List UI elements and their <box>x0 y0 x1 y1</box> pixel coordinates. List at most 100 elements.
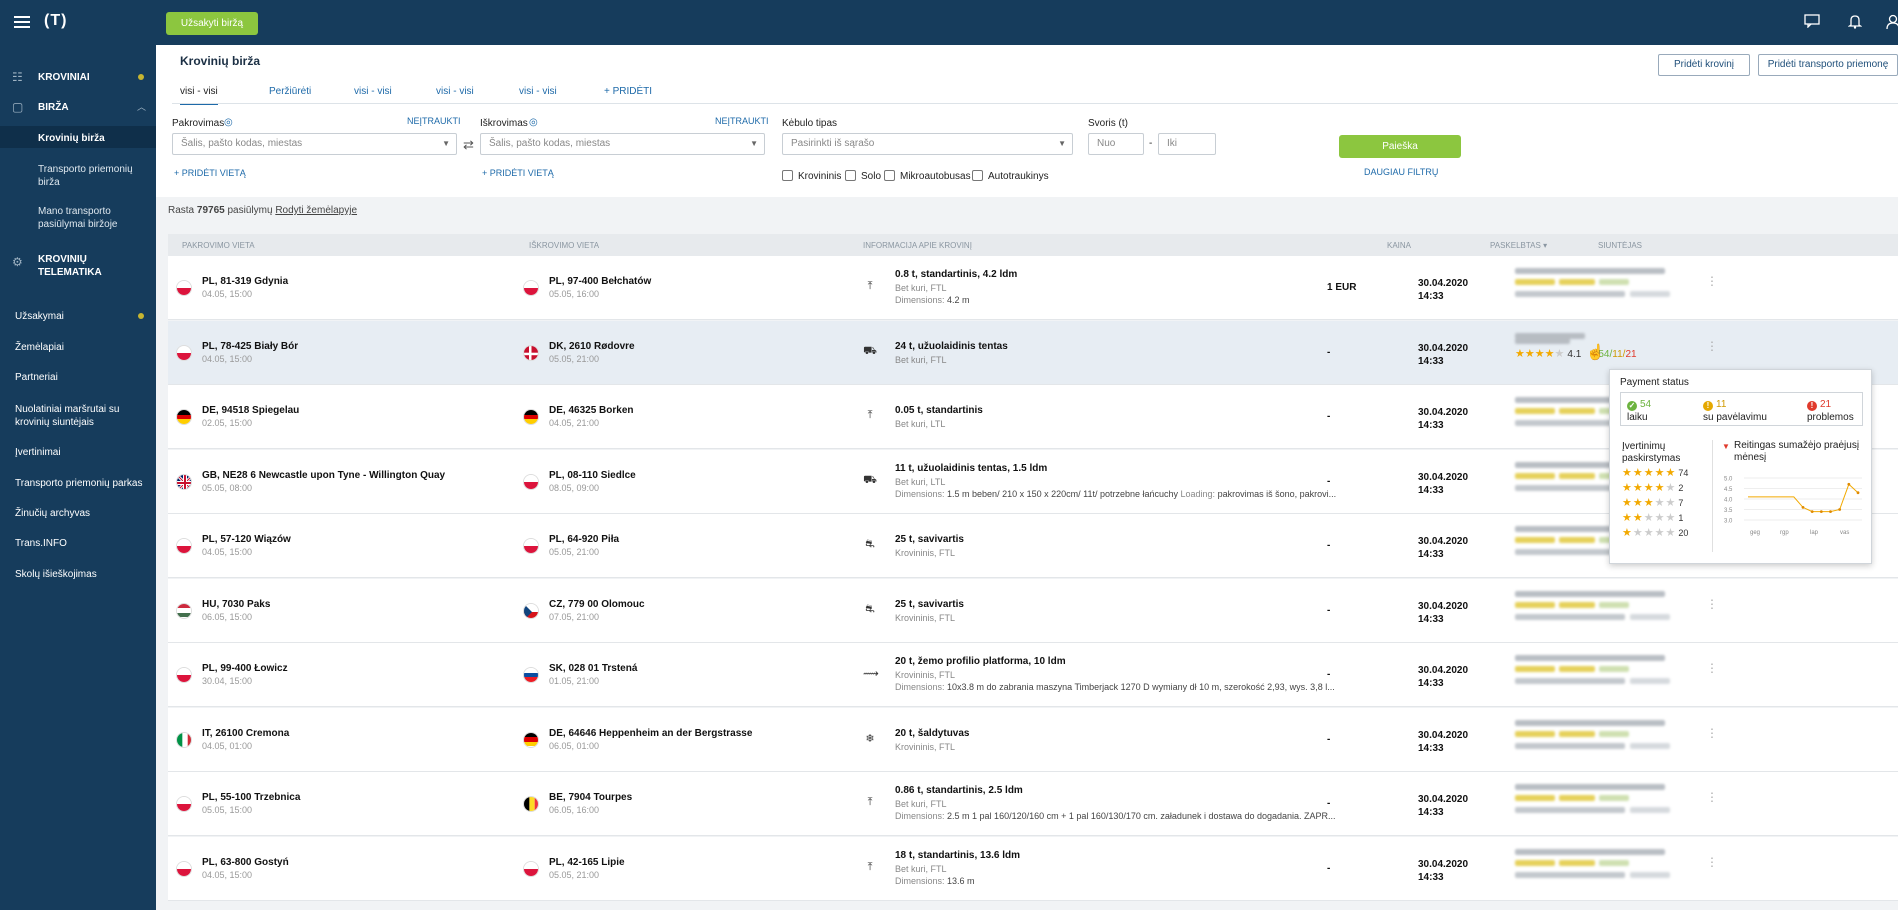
col-published[interactable]: PASKELBTAS ▾ <box>1490 241 1548 250</box>
tab-add[interactable]: + PRIDĖTI <box>604 86 653 97</box>
sidebar-item-regular-routes[interactable]: Nuolatiniai maršrutai su krovinių siuntė… <box>15 404 120 428</box>
body-type-select[interactable]: Pasirinkti iš sąrašo ▼ <box>782 133 1073 155</box>
loading-exclude-link[interactable]: NEĮTRAUKTI <box>407 116 461 126</box>
cargo-dimensions: Dimensions: 10x3.8 m do zabrania maszyna… <box>895 682 1335 692</box>
swap-icon[interactable]: ⇄ <box>463 137 474 152</box>
sidebar-item-partners[interactable]: Partneriai <box>15 372 58 383</box>
table-row[interactable]: IT, 26100 Cremona 04.05, 01:00 DE, 64646 H… <box>168 707 1898 772</box>
more-options-icon[interactable]: ⋮ <box>1706 854 1718 869</box>
show-on-map-link[interactable]: Rodyti žemėlapyje <box>275 205 358 216</box>
unloading-add-place-link[interactable]: + PRIDĖTI VIETĄ <box>482 168 554 178</box>
more-options-icon[interactable]: ⋮ <box>1706 274 1718 288</box>
distribution-row: ★★★★★ 2 <box>1622 482 1684 494</box>
unloading-input[interactable]: Šalis, pašto kodas, miestas ▼ <box>480 133 765 155</box>
order-exchange-button[interactable]: Užsakyti biržą <box>166 12 258 35</box>
chat-icon[interactable] <box>1803 14 1821 32</box>
col-sender[interactable]: SIUNTĖJAS <box>1598 241 1643 250</box>
unloading-exclude-link[interactable]: NEĮTRAUKTI <box>715 116 769 126</box>
flag-icon <box>523 796 539 812</box>
unloading-date: 06.05, 16:00 <box>549 805 600 815</box>
bell-icon[interactable] <box>1846 14 1864 32</box>
published-date: 30.04.2020 14:33 <box>1418 794 1469 818</box>
menu-icon[interactable] <box>14 16 30 28</box>
weight-from-input[interactable]: Nuo <box>1088 133 1144 155</box>
table-row[interactable]: PL, 55-100 Trzebnica 05.05, 15:00 BE, 7904… <box>168 772 1898 836</box>
more-options-icon[interactable]: ⋮ <box>1706 661 1718 675</box>
distribution-title: Įvertinimų paskirstymas <box>1622 441 1681 464</box>
y-tick-label: 3.0 <box>1724 519 1733 525</box>
published-date: 30.04.2020 14:33 <box>1418 729 1469 754</box>
cargo-type: Bet kuri, LTL <box>895 476 946 487</box>
logo[interactable]: (T) <box>44 12 68 29</box>
weight-to-input[interactable]: Iki <box>1158 133 1216 155</box>
table-row[interactable]: HU, 7030 Paks 06.05, 15:00 CZ, 779 00 Olom… <box>168 578 1898 643</box>
published-date: 30.04.2020 14:33 <box>1418 600 1469 625</box>
price: 1 EUR <box>1327 282 1357 293</box>
flag-icon <box>523 473 539 490</box>
checkbox-road-train[interactable]: Autotraukinys <box>972 170 1049 182</box>
sidebar-item-exchange[interactable]: BIRŽA <box>38 102 69 113</box>
price: - <box>1327 733 1331 745</box>
table-row[interactable]: PL, 57-120 Wiązów 04.05, 15:00 PL, 64-920 … <box>168 514 1898 578</box>
sidebar-item-debt-collection[interactable]: Skolų išieškojimas <box>15 569 97 580</box>
sidebar-item-telematics[interactable]: KROVINIŲ TELEMATIKA <box>38 254 102 278</box>
sidebar-item-ratings[interactable]: Įvertinimai <box>15 447 61 458</box>
add-cargo-button[interactable]: Pridėti krovinį <box>1658 54 1750 76</box>
cargo-icon: ☷ <box>12 70 23 84</box>
checkbox-minibus[interactable]: Mikroautobusas <box>884 170 971 182</box>
table-row[interactable]: PL, 63-800 Gostyń 04.05, 15:00 PL, 42-165 … <box>168 836 1898 901</box>
checkbox-cargo[interactable]: Krovininis <box>782 170 841 182</box>
chevron-up-icon[interactable]: ︿ <box>136 102 146 112</box>
cargo-type: Krovininis, FTL <box>895 670 956 680</box>
distribution-row: ★★★★★ 7 <box>1622 497 1684 509</box>
user-icon[interactable] <box>1884 14 1898 32</box>
loading-date: 04.05, 15:00 <box>202 869 253 880</box>
col-unloading-place[interactable]: IŠKROVIMO VIETA <box>529 241 600 250</box>
sender-info-blurred <box>1515 590 1675 627</box>
trend-title: Reitingas sumažėjo praėjusį mėnesį <box>1734 440 1860 463</box>
tab-3[interactable]: visi - visi <box>436 86 474 97</box>
table-row[interactable]: PL, 99-400 Łowicz 30.04, 15:00 SK, 028 01 … <box>168 643 1898 707</box>
more-filters-link[interactable]: DAUGIAU FILTRŲ <box>1364 167 1439 177</box>
table-row[interactable]: PL, 81-319 Gdynia 04.05, 15:00 PL, 97-400 … <box>168 256 1898 320</box>
more-options-icon[interactable]: ⋮ <box>1706 725 1718 740</box>
tab-1[interactable]: Peržiūrėti <box>269 86 312 97</box>
loading-add-place-link[interactable]: + PRIDĖTI VIETĄ <box>174 168 246 178</box>
price: - <box>1327 798 1331 809</box>
sidebar-item-orders[interactable]: Užsakymai <box>15 311 64 322</box>
flag-icon <box>523 731 539 748</box>
sidebar-item-cargo-exchange[interactable]: Krovinių birža <box>38 133 105 144</box>
cargo-summary: 0.05 t, standartinis <box>895 405 983 416</box>
sidebar-item-vehicle-exchange[interactable]: Transporto priemonių birža <box>38 164 133 188</box>
search-button[interactable]: Paieška <box>1339 135 1461 158</box>
sidebar-item-cargo[interactable]: KROVINIAI <box>38 72 90 83</box>
x-tick-label: vas <box>1840 530 1849 536</box>
sender-rating[interactable]: ★★★★★ 4.1 54/11/21 <box>1515 347 1637 360</box>
sidebar-item-my-vehicle-offers[interactable]: Mano transporto pasiūlymai biržoje <box>38 206 118 230</box>
unloading-place: PL, 64-920 Piła <box>549 534 620 545</box>
loading-date: 04.05, 15:00 <box>202 289 253 299</box>
sidebar-item-message-archive[interactable]: Žinučių archyvas <box>15 508 91 519</box>
checkbox-solo[interactable]: Solo <box>845 170 881 182</box>
col-loading-place[interactable]: PAKROVIMO VIETA <box>182 241 255 250</box>
flag-icon <box>176 280 192 296</box>
col-price[interactable]: KAINA <box>1387 241 1412 250</box>
more-options-icon[interactable]: ⋮ <box>1706 338 1718 353</box>
tab-4[interactable]: visi - visi <box>519 86 557 97</box>
add-vehicle-button[interactable]: Pridėti transporto priemonę <box>1758 54 1898 76</box>
flag-icon <box>176 409 192 425</box>
sidebar-item-transinfo[interactable]: Trans.INFO <box>15 538 67 549</box>
tab-0[interactable]: visi - visi <box>180 86 218 105</box>
x-tick-label: geg <box>1750 530 1760 536</box>
unloading-place: SK, 028 01 Trstená <box>549 663 638 674</box>
loading-input[interactable]: Šalis, pašto kodas, miestas ▼ <box>172 133 457 155</box>
loading-place: PL, 81-319 Gdynia <box>202 276 289 287</box>
col-cargo-info[interactable]: INFORMACIJA APIE KROVINĮ <box>863 241 972 250</box>
unloading-date: 07.05, 21:00 <box>549 611 600 622</box>
unloading-label: Iškrovimas <box>480 118 528 129</box>
more-options-icon[interactable]: ⋮ <box>1706 790 1718 804</box>
sidebar-item-maps[interactable]: Žemėlapiai <box>15 342 64 353</box>
tab-2[interactable]: visi - visi <box>354 86 392 97</box>
more-options-icon[interactable]: ⋮ <box>1706 596 1718 611</box>
sidebar-item-fleet[interactable]: Transporto priemonių parkas <box>15 478 143 489</box>
